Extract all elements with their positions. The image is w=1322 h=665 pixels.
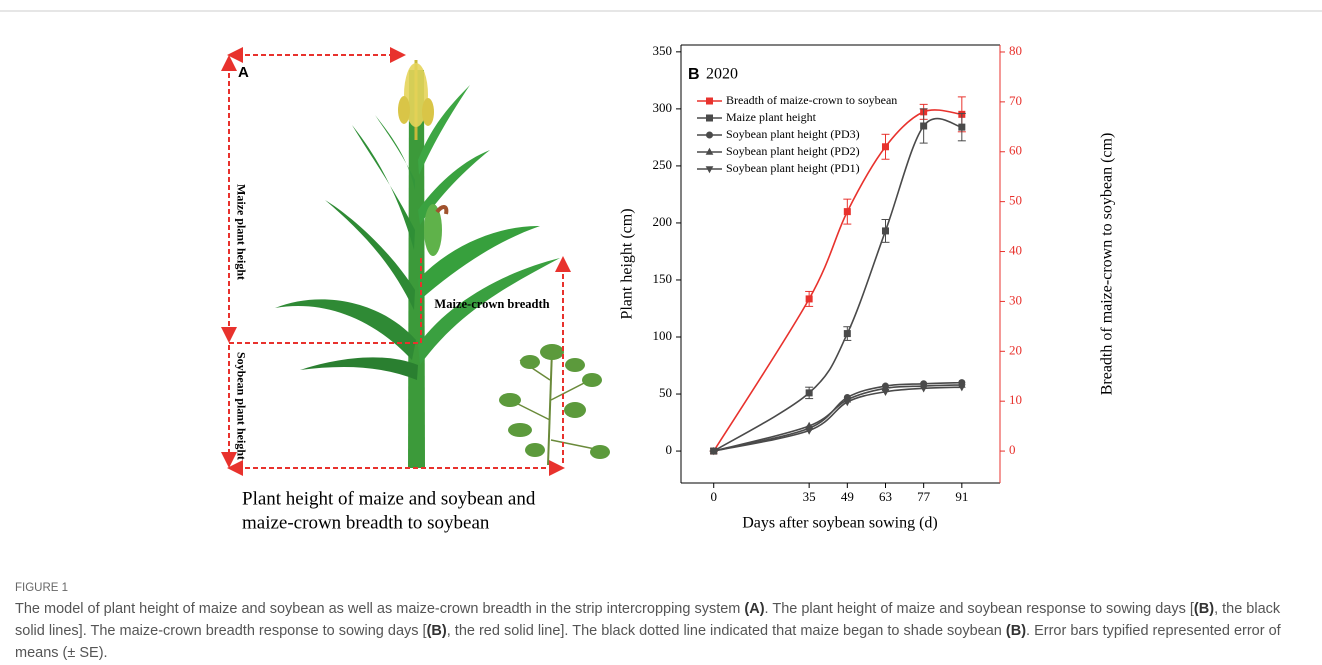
y2-tick-label: 20: [1009, 342, 1022, 357]
caption-segment: (B): [1005, 623, 1027, 639]
y-tick-label: 0: [666, 442, 673, 457]
marker: [957, 384, 966, 392]
marker: [805, 295, 813, 303]
caption-segment: , the red solid line]. The black dotted …: [446, 623, 1006, 639]
annotation: Maize plant height: [234, 184, 248, 280]
chart-title: 2020: [706, 66, 738, 83]
y2-tick-label: 40: [1009, 243, 1022, 258]
caption-segment: (A): [744, 601, 765, 617]
illustration-caption: Plant height of maize and soybean and: [242, 488, 536, 509]
legend-label: Soybean plant height (PD3): [726, 127, 860, 141]
panel-label: A: [238, 64, 249, 81]
y-tick-label: 200: [653, 214, 673, 229]
figure-label: FIGURE 1: [15, 582, 69, 594]
y-tick-label: 250: [653, 157, 673, 172]
caption-segment: (B): [426, 623, 447, 639]
annotation: Maize-crown breadth: [434, 297, 549, 311]
marker: [920, 122, 928, 130]
legend-label: Soybean plant height (PD1): [726, 161, 860, 175]
marker: [958, 123, 966, 131]
marker: [881, 143, 889, 151]
legend-marker: [705, 147, 714, 155]
caption-segment: , the black solid lines]. The maize-crow…: [15, 601, 1281, 639]
panel-label: B: [688, 66, 700, 83]
legend-label: Soybean plant height (PD2): [726, 144, 860, 158]
y-tick-label: 150: [653, 271, 673, 286]
y2-tick-label: 70: [1009, 93, 1022, 108]
y2-axis-title: Breadth of maize-crown to soybean (cm): [1099, 133, 1116, 396]
illustration-caption: maize-crown breadth to soybean: [242, 512, 490, 533]
marker: [843, 399, 852, 407]
figure: A Maize plant height Soybean plant heigh…: [0, 10, 1322, 533]
y2-tick-label: 0: [1009, 442, 1016, 457]
marker: [843, 208, 851, 216]
legend-marker: [705, 166, 714, 174]
caption-text: The model of plant height of maize and s…: [15, 598, 1310, 664]
marker: [805, 389, 813, 397]
marker: [843, 330, 851, 338]
marker: [805, 427, 813, 435]
annotation: Soybean plant height: [234, 352, 248, 460]
legend-marker: [706, 114, 713, 122]
marker: [881, 227, 889, 235]
legend-label: Breadth of maize-crown to soybean: [726, 93, 897, 107]
caption-segment: . The plant height of maize and soybean …: [764, 601, 1194, 617]
series-line: [713, 384, 962, 452]
marker: [881, 388, 890, 396]
y2-tick-label: 10: [1009, 392, 1022, 407]
y2-tick-label: 60: [1009, 143, 1022, 158]
x-tick-label: 77: [917, 489, 931, 504]
x-tick-label: 49: [841, 489, 854, 504]
x-tick-label: 91: [955, 489, 968, 504]
caption-segment: (B): [1193, 601, 1215, 617]
marker: [919, 385, 928, 393]
y2-tick-label: 50: [1009, 193, 1022, 208]
y-tick-label: 350: [653, 43, 673, 58]
x-tick-label: 35: [803, 489, 816, 504]
measure-lines: [221, 47, 571, 476]
y-tick-label: 300: [653, 100, 673, 115]
maize-plant: [275, 60, 560, 468]
legend-marker: [706, 131, 713, 139]
legend-marker: [706, 97, 713, 105]
marker: [709, 448, 718, 456]
caption-segment: . Error bars typified represented error …: [15, 623, 1281, 661]
caption-segment: The model of plant height of maize and s…: [15, 601, 745, 617]
x-tick-label: 63: [879, 489, 892, 504]
y-tick-label: 50: [659, 385, 672, 400]
y2-tick-label: 80: [1009, 43, 1022, 58]
figure-caption: FIGURE 1 The model of plant height of ma…: [15, 580, 1310, 664]
soybean-plant: [499, 344, 610, 466]
legend-label: Maize plant height: [726, 110, 817, 124]
x-axis-title: Days after soybean sowing (d): [742, 515, 938, 532]
x-tick-label: 0: [710, 489, 717, 504]
y-axis-title: Plant height (cm): [619, 208, 636, 319]
marker: [805, 421, 813, 429]
y2-tick-label: 30: [1009, 292, 1022, 307]
y-tick-label: 100: [653, 328, 673, 343]
